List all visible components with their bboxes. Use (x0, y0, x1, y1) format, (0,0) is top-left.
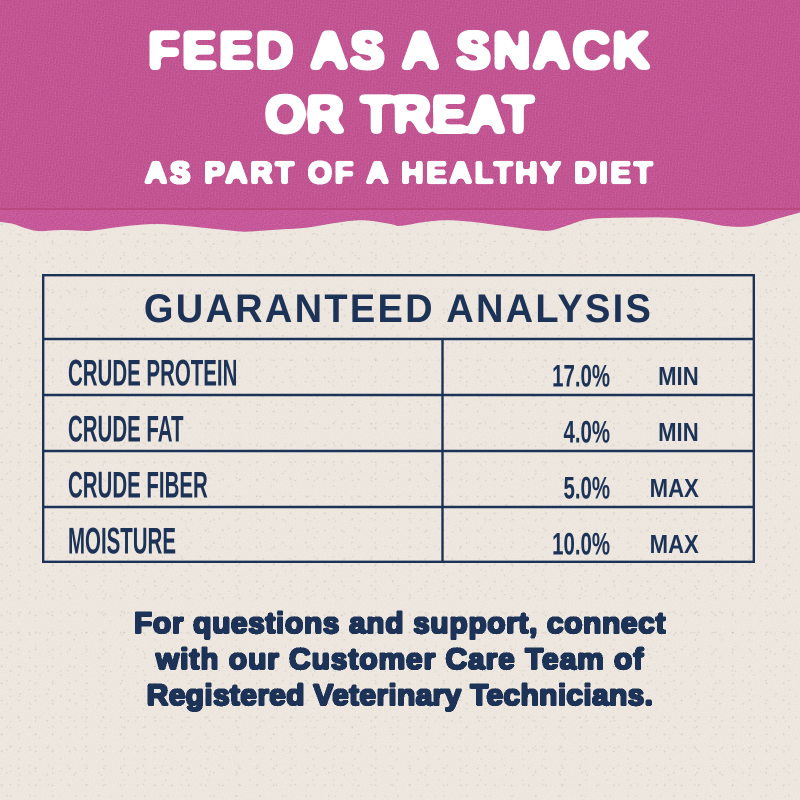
svg-text:OR TREAT: OR TREAT (265, 86, 535, 144)
svg-text:Registered Veterinary Technici: Registered Veterinary Technicians. (147, 679, 654, 712)
svg-text:with our Customer Care Team of: with our Customer Care Team of (155, 643, 644, 676)
svg-text:For questions and support, con: For questions and support, connect (134, 607, 666, 640)
svg-text:AS PART OF A HEALTHY DIET: AS PART OF A HEALTHY DIET (145, 155, 656, 190)
svg-text:FEED AS A SNACK: FEED AS A SNACK (148, 22, 652, 80)
